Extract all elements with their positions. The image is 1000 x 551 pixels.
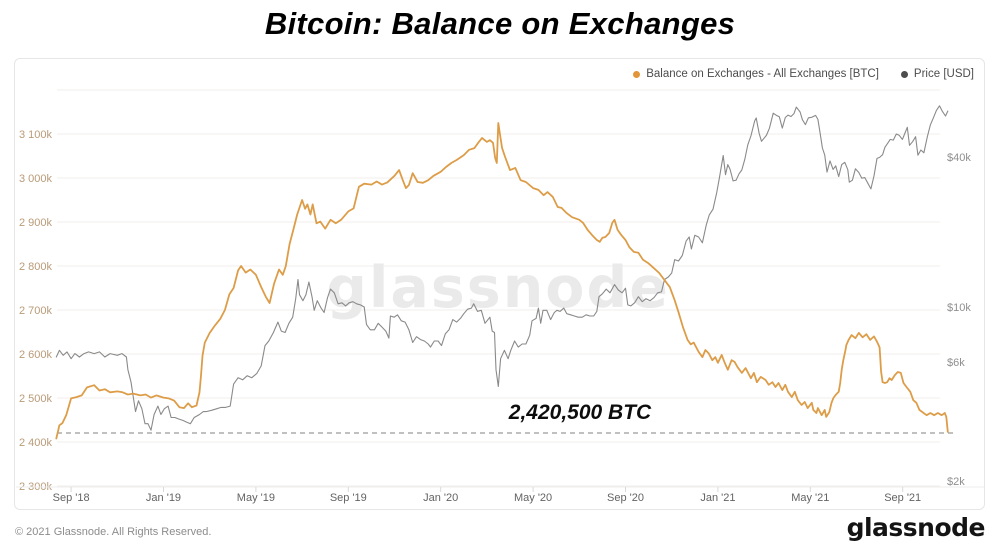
- y-axis-label-right: $40k: [947, 152, 971, 164]
- y-axis-label-left: 2 500k: [19, 393, 53, 405]
- y-axis-label-right: $10k: [947, 302, 971, 314]
- y-axis-label-left: 2 800k: [19, 261, 53, 273]
- y-axis-label-right: $6k: [947, 357, 965, 369]
- x-axis-label: Sep '18: [53, 492, 90, 504]
- x-axis-label: Jan '19: [146, 492, 181, 504]
- page-title: Bitcoin: Balance on Exchanges: [264, 6, 736, 41]
- x-axis-label: May '20: [514, 492, 552, 504]
- x-axis-label: Jan '20: [423, 492, 458, 504]
- watermark: glassnode: [326, 255, 670, 321]
- last-value-annotation: 2,420,500 BTC: [508, 401, 652, 424]
- x-axis-label: Sep '20: [607, 492, 644, 504]
- copyright-text: © 2021 Glassnode. All Rights Reserved.: [15, 526, 212, 538]
- glassnode-logo[interactable]: glassnode: [846, 513, 986, 542]
- legend-item-balance[interactable]: Balance on Exchanges - All Exchanges [BT…: [633, 68, 879, 80]
- y-axis-label-left: 2 400k: [19, 437, 53, 449]
- price-line: [55, 105, 949, 431]
- y-axis-label-right: $2k: [947, 476, 965, 488]
- x-axis-label: May '21: [791, 492, 829, 504]
- x-axis-label: Sep '19: [330, 492, 367, 504]
- legend-dot-icon: [633, 70, 641, 78]
- y-axis-label-left: 3 000k: [19, 173, 53, 185]
- y-axis-label-left: 2 700k: [19, 305, 53, 317]
- legend: Balance on Exchanges - All Exchanges [BT…: [633, 68, 974, 80]
- legend-dot-icon: [900, 70, 908, 78]
- y-axis-label-left: 2 600k: [19, 349, 53, 361]
- y-axis-label-left: 3 100k: [19, 129, 53, 141]
- x-axis-label: Jan '21: [700, 492, 735, 504]
- legend-label: Price [USD]: [913, 68, 974, 80]
- x-axis-label: Sep '21: [884, 492, 921, 504]
- x-axis-label: May '19: [237, 492, 275, 504]
- y-axis-label-left: 2 900k: [19, 217, 53, 229]
- balance-line: [55, 122, 949, 440]
- legend-label: Balance on Exchanges - All Exchanges [BT…: [646, 68, 879, 80]
- legend-item-price[interactable]: Price [USD]: [900, 68, 974, 80]
